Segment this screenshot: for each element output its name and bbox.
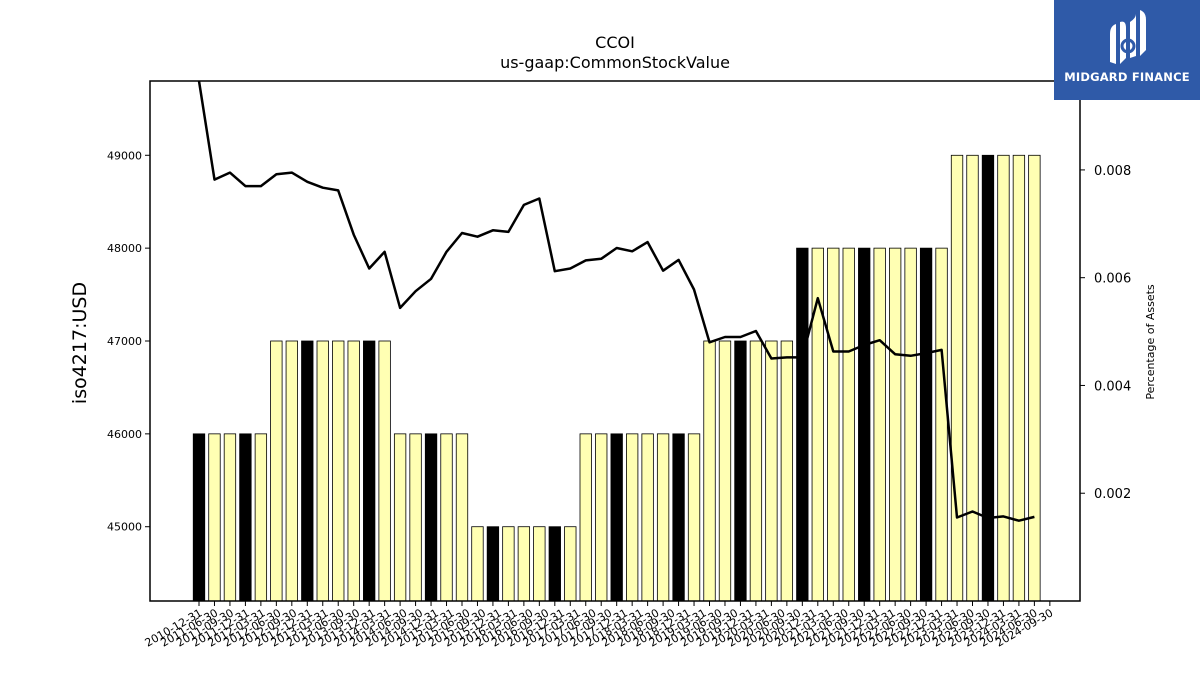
bar — [564, 526, 577, 602]
logo-text: MIDGARD FINANCE — [1064, 70, 1190, 84]
bar — [827, 247, 840, 602]
bar — [641, 433, 654, 602]
bar — [981, 154, 995, 602]
y2-axis-label: Percentage of Assets — [1144, 284, 1157, 400]
bar — [966, 154, 979, 602]
bar — [1012, 154, 1026, 602]
y-tick-label: 47000 — [107, 335, 142, 348]
bar — [997, 154, 1010, 602]
y-tick-label: 49000 — [107, 149, 142, 162]
y-tick-label: 46000 — [107, 428, 142, 441]
brand-logo: MIDGARD FINANCE — [1054, 0, 1200, 100]
bar — [1028, 154, 1041, 602]
y2-tick-label: 0.008 — [1094, 164, 1131, 179]
bar — [950, 154, 964, 602]
bar — [765, 340, 778, 602]
bar — [734, 340, 747, 602]
y-tick-label: 45000 — [107, 521, 142, 534]
bar — [455, 433, 469, 602]
bar — [842, 247, 855, 602]
bar — [579, 433, 592, 602]
y-tick-label: 48000 — [107, 242, 142, 255]
bar — [347, 340, 360, 602]
bar — [440, 433, 453, 602]
bar — [223, 433, 237, 602]
y-axis-label: iso4217:USD — [69, 282, 91, 404]
bar — [208, 433, 221, 602]
y2-tick-label: 0.004 — [1094, 379, 1131, 394]
bar — [301, 340, 314, 602]
bar — [687, 433, 701, 602]
bar — [718, 340, 732, 602]
bar — [363, 340, 376, 602]
bar — [378, 340, 391, 602]
bar — [254, 433, 268, 602]
bar — [239, 433, 252, 602]
logo-mark-icon — [1110, 10, 1146, 65]
series-line — [197, 80, 1035, 522]
bar — [626, 433, 639, 602]
bar — [610, 433, 623, 602]
bar — [858, 247, 871, 602]
bar — [502, 526, 515, 602]
bar — [192, 433, 206, 602]
bar — [332, 340, 345, 602]
bar — [316, 340, 329, 602]
bar — [486, 526, 500, 602]
y2-tick-label: 0.006 — [1094, 272, 1131, 287]
chart-subtitle: us-gaap:CommonStockValue — [500, 53, 730, 72]
bar — [548, 526, 561, 602]
bar — [703, 340, 716, 602]
bar — [904, 247, 917, 602]
bar — [409, 433, 422, 602]
bar — [780, 340, 794, 602]
bar — [935, 247, 948, 602]
bar — [672, 433, 685, 602]
bar — [517, 526, 531, 602]
bar — [749, 340, 763, 602]
chart-title: CCOI — [595, 33, 635, 52]
bar — [796, 247, 809, 602]
bar — [919, 247, 933, 602]
bar — [471, 526, 484, 602]
bar — [595, 433, 608, 602]
bar — [285, 340, 298, 602]
bar — [889, 247, 902, 602]
bar — [873, 247, 886, 602]
bar — [424, 433, 438, 602]
bar — [270, 340, 283, 602]
bar — [393, 433, 407, 602]
bar — [656, 433, 670, 602]
bar — [533, 526, 546, 602]
y2-tick-label: 0.002 — [1094, 487, 1131, 502]
